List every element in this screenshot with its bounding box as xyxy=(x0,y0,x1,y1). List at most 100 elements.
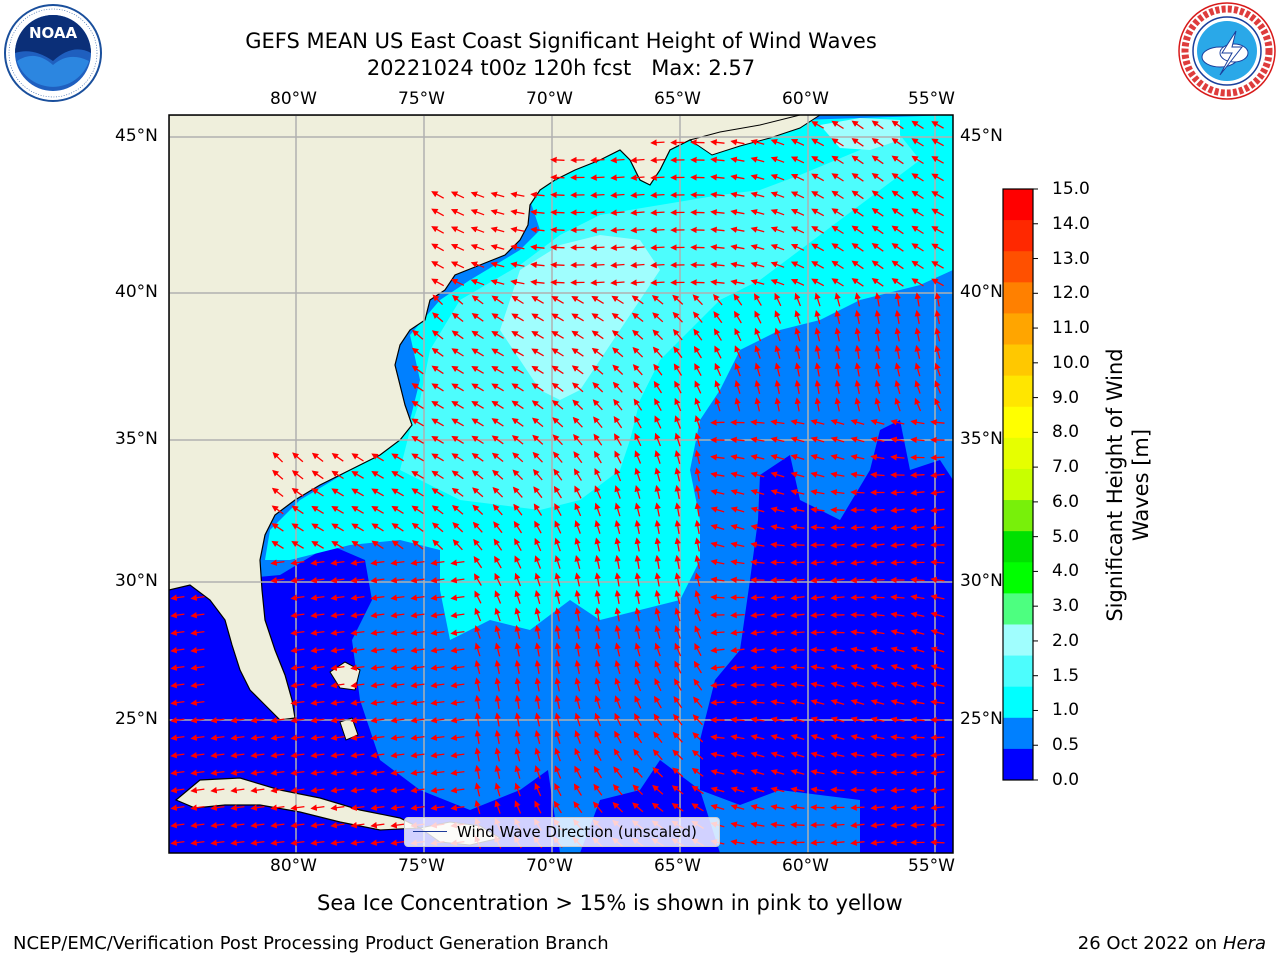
wave-direction-arrow xyxy=(510,279,525,286)
wave-direction-arrow xyxy=(431,278,445,287)
wave-direction-arrow xyxy=(850,804,865,811)
wave-direction-arrow xyxy=(831,243,844,252)
wave-direction-arrow xyxy=(653,363,663,376)
wave-direction-arrow xyxy=(910,716,925,724)
wave-direction-arrow xyxy=(911,278,924,287)
wave-direction-arrow xyxy=(551,348,564,357)
wave-direction-arrow xyxy=(330,699,345,706)
wave-direction-arrow xyxy=(594,572,601,587)
wave-direction-arrow xyxy=(854,362,861,377)
wave-direction-arrow xyxy=(634,415,642,429)
wave-direction-arrow xyxy=(834,344,841,360)
wave-direction-arrow xyxy=(594,677,601,692)
wave-direction-arrow xyxy=(810,681,825,688)
wave-direction-arrow xyxy=(911,225,924,235)
wave-direction-arrow xyxy=(694,432,701,447)
wave-direction-arrow xyxy=(790,489,805,496)
wave-direction-arrow xyxy=(870,419,885,426)
wave-direction-arrow xyxy=(910,751,925,759)
wave-direction-arrow xyxy=(554,624,561,640)
wave-direction-arrow xyxy=(311,505,324,514)
wave-direction-arrow xyxy=(854,379,861,395)
wave-direction-arrow xyxy=(534,642,541,657)
wave-direction-arrow xyxy=(494,642,501,657)
wave-direction-arrow xyxy=(170,734,185,741)
wave-direction-arrow xyxy=(654,625,661,639)
wave-direction-arrow xyxy=(450,629,465,636)
wave-direction-arrow xyxy=(730,681,745,689)
wave-direction-arrow xyxy=(810,751,825,758)
wave-direction-arrow xyxy=(474,677,481,692)
wave-direction-arrow xyxy=(914,397,922,412)
wave-direction-arrow xyxy=(730,664,745,671)
wave-direction-arrow xyxy=(694,502,701,517)
wave-direction-arrow xyxy=(630,226,645,234)
wave-direction-arrow xyxy=(750,174,765,181)
wave-direction-arrow xyxy=(574,624,581,640)
wave-direction-arrow xyxy=(710,506,725,513)
wave-direction-arrow xyxy=(614,730,622,744)
wave-direction-arrow xyxy=(850,734,865,741)
sea-ice-note: Sea Ice Concentration > 15% is shown in … xyxy=(317,891,903,915)
wave-direction-arrow xyxy=(633,731,643,744)
wave-direction-arrow xyxy=(790,821,805,829)
wave-direction-arrow xyxy=(634,519,641,535)
wave-direction-arrow xyxy=(330,716,345,724)
wave-direction-arrow xyxy=(914,362,921,377)
wave-direction-arrow xyxy=(674,554,681,570)
colorbar-segment xyxy=(1003,375,1033,408)
wave-direction-arrow xyxy=(754,310,762,324)
wave-direction-arrow xyxy=(811,156,825,164)
wave-direction-arrow xyxy=(430,559,445,566)
wave-direction-arrow xyxy=(531,383,544,392)
wave-direction-arrow xyxy=(770,471,785,478)
wave-direction-arrow xyxy=(230,769,245,776)
wave-direction-arrow xyxy=(652,346,663,358)
wave-direction-arrow xyxy=(594,748,602,762)
wave-direction-arrow xyxy=(694,519,701,535)
colorbar-segment xyxy=(1003,282,1033,314)
wave-direction-arrow xyxy=(450,681,465,689)
wave-direction-arrow xyxy=(370,646,385,654)
wave-direction-arrow xyxy=(850,664,865,671)
wave-direction-arrow xyxy=(390,559,405,566)
wave-direction-arrow xyxy=(693,328,703,341)
wave-direction-arrow xyxy=(533,503,543,516)
wave-direction-arrow xyxy=(871,243,884,252)
wave-direction-arrow xyxy=(450,278,465,286)
wave-direction-arrow xyxy=(593,433,603,446)
noaa-logo: NOAA xyxy=(4,4,102,102)
wave-direction-arrow xyxy=(532,469,543,481)
colorbar-tick-label: 10.0 xyxy=(1052,352,1090,373)
wave-direction-arrow xyxy=(613,748,623,761)
wave-direction-arrow xyxy=(754,293,762,306)
wave-direction-arrow xyxy=(911,260,924,270)
wave-direction-arrow xyxy=(590,226,605,234)
wave-direction-arrow xyxy=(790,559,805,566)
wave-direction-arrow xyxy=(431,383,444,392)
wave-direction-arrow xyxy=(512,469,524,481)
wave-direction-arrow xyxy=(634,554,641,570)
wave-direction-arrow xyxy=(750,699,765,706)
wave-direction-arrow xyxy=(533,486,543,499)
wave-direction-arrow xyxy=(510,209,525,216)
wave-direction-arrow xyxy=(391,453,404,462)
wave-direction-arrow xyxy=(730,541,745,548)
wave-direction-arrow xyxy=(870,611,885,619)
wave-direction-arrow xyxy=(750,261,765,268)
wave-direction-arrow xyxy=(552,434,563,446)
wave-direction-arrow xyxy=(452,504,464,515)
wave-direction-arrow xyxy=(874,379,881,394)
colorbar-tick-label: 5.0 xyxy=(1052,526,1080,547)
wave-direction-arrow xyxy=(634,432,642,447)
wave-direction-arrow xyxy=(650,244,665,251)
wave-direction-arrow xyxy=(870,454,885,461)
wave-direction-arrow xyxy=(694,607,701,622)
wave-direction-arrow xyxy=(572,382,584,393)
wave-direction-arrow xyxy=(710,226,725,234)
wave-direction-arrow xyxy=(634,677,642,692)
wave-direction-arrow xyxy=(351,506,364,514)
wave-direction-arrow xyxy=(831,208,844,217)
wave-direction-arrow xyxy=(430,664,445,671)
wave-direction-arrow xyxy=(574,537,581,552)
